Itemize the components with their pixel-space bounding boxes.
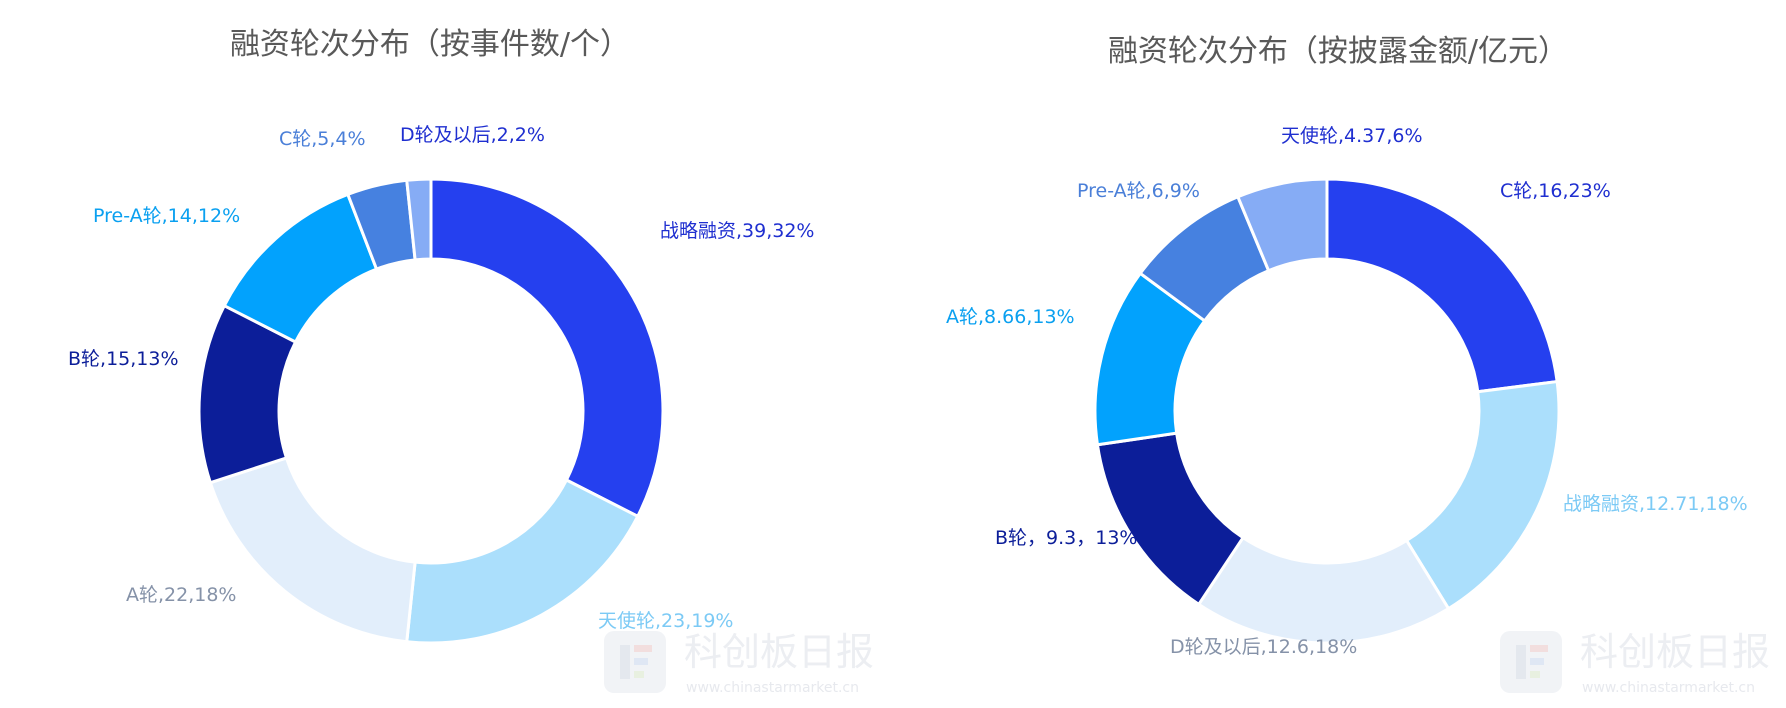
slice-label-A轮: A轮,8.66,13%: [946, 306, 1075, 328]
watermark-logo-bar-icon: [1530, 671, 1540, 678]
slices-group: [1093, 177, 1561, 645]
watermark-logo-bar-icon: [1530, 658, 1544, 665]
donut-chart-left: 融资轮次分布（按事件数/个） 战略融资,39,32% 天使轮,23,19% A轮,2…: [68, 27, 815, 645]
slice-label-D轮及以后: D轮及以后,12.6,18%: [1170, 636, 1357, 658]
slice-战略融资: [1405, 380, 1561, 611]
watermark-logo-bar-icon: [634, 658, 648, 665]
watermark-logo-bar-icon: [620, 645, 630, 679]
slice-label-Pre-A轮: Pre-A轮,14,12%: [93, 205, 240, 227]
watermark-logo-bar-icon: [634, 645, 652, 652]
slice-label-战略融资: 战略融资,12.71,18%: [1563, 493, 1748, 515]
watermark-logo-bar-icon: [634, 671, 644, 678]
slice-label-战略融资: 战略融资,39,32%: [660, 220, 815, 242]
watermark-url: www.chinastarmarket.cn: [686, 680, 859, 696]
slice-label-C轮: C轮,5,4%: [279, 128, 366, 150]
slice-label-C轮: C轮,16,23%: [1500, 180, 1611, 202]
watermark-logo-bar-icon: [1516, 645, 1526, 679]
watermark-name: 科创板日报: [684, 630, 874, 674]
watermark-logo-bar-icon: [1530, 645, 1548, 652]
slice-label-B轮: B轮，9.3，13%: [995, 527, 1137, 549]
watermark-url: www.chinastarmarket.cn: [1582, 680, 1755, 696]
slice-label-天使轮: 天使轮,4.37,6%: [1281, 125, 1423, 147]
slice-战略融资: [429, 177, 665, 518]
labels-group: 战略融资,39,32% 天使轮,23,19% A轮,22,18% B轮,15,13% P…: [68, 124, 815, 632]
slice-天使轮: [405, 478, 640, 645]
labels-group: C轮,16,23% 战略融资,12.71,18% D轮及以后,12.6,18% B轮，…: [946, 125, 1748, 658]
slice-label-Pre-A轮: Pre-A轮,6,9%: [1077, 180, 1200, 202]
slice-天使轮: [1236, 177, 1329, 273]
slice-C轮: [1325, 177, 1559, 394]
slice-A轮: [208, 456, 417, 644]
chart-title: 融资轮次分布（按事件数/个）: [230, 27, 630, 62]
slice-D轮及以后: [1197, 536, 1451, 645]
slice-label-A轮: A轮,22,18%: [126, 584, 236, 606]
donut-chart-right: 融资轮次分布（按披露金额/亿元） C轮,16,23% 战略融资,12.71,18%…: [946, 34, 1748, 658]
slice-label-天使轮: 天使轮,23,19%: [598, 610, 734, 632]
chart-title: 融资轮次分布（按披露金额/亿元）: [1108, 34, 1568, 69]
slices-group: [197, 177, 665, 645]
slice-D轮及以后: [405, 177, 433, 262]
slice-label-D轮及以后: D轮及以后,2,2%: [400, 124, 545, 146]
watermark-right: 科创板日报 www.chinastarmarket.cn: [1500, 630, 1770, 696]
watermark-left: 科创板日报 www.chinastarmarket.cn: [604, 630, 874, 696]
watermark-name: 科创板日报: [1580, 630, 1770, 674]
slice-label-B轮: B轮,15,13%: [68, 348, 179, 370]
